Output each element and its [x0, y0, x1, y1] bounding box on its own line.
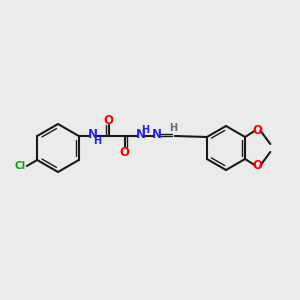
Text: O: O	[104, 113, 114, 127]
Text: N: N	[136, 128, 146, 142]
Text: H: H	[93, 136, 101, 146]
Text: O: O	[120, 146, 130, 158]
Text: N: N	[88, 128, 98, 142]
Text: Cl: Cl	[15, 161, 26, 171]
Text: H: H	[141, 125, 149, 135]
Text: O: O	[252, 124, 262, 137]
Text: H: H	[169, 123, 177, 133]
Text: O: O	[252, 159, 262, 172]
Text: N: N	[152, 128, 162, 142]
